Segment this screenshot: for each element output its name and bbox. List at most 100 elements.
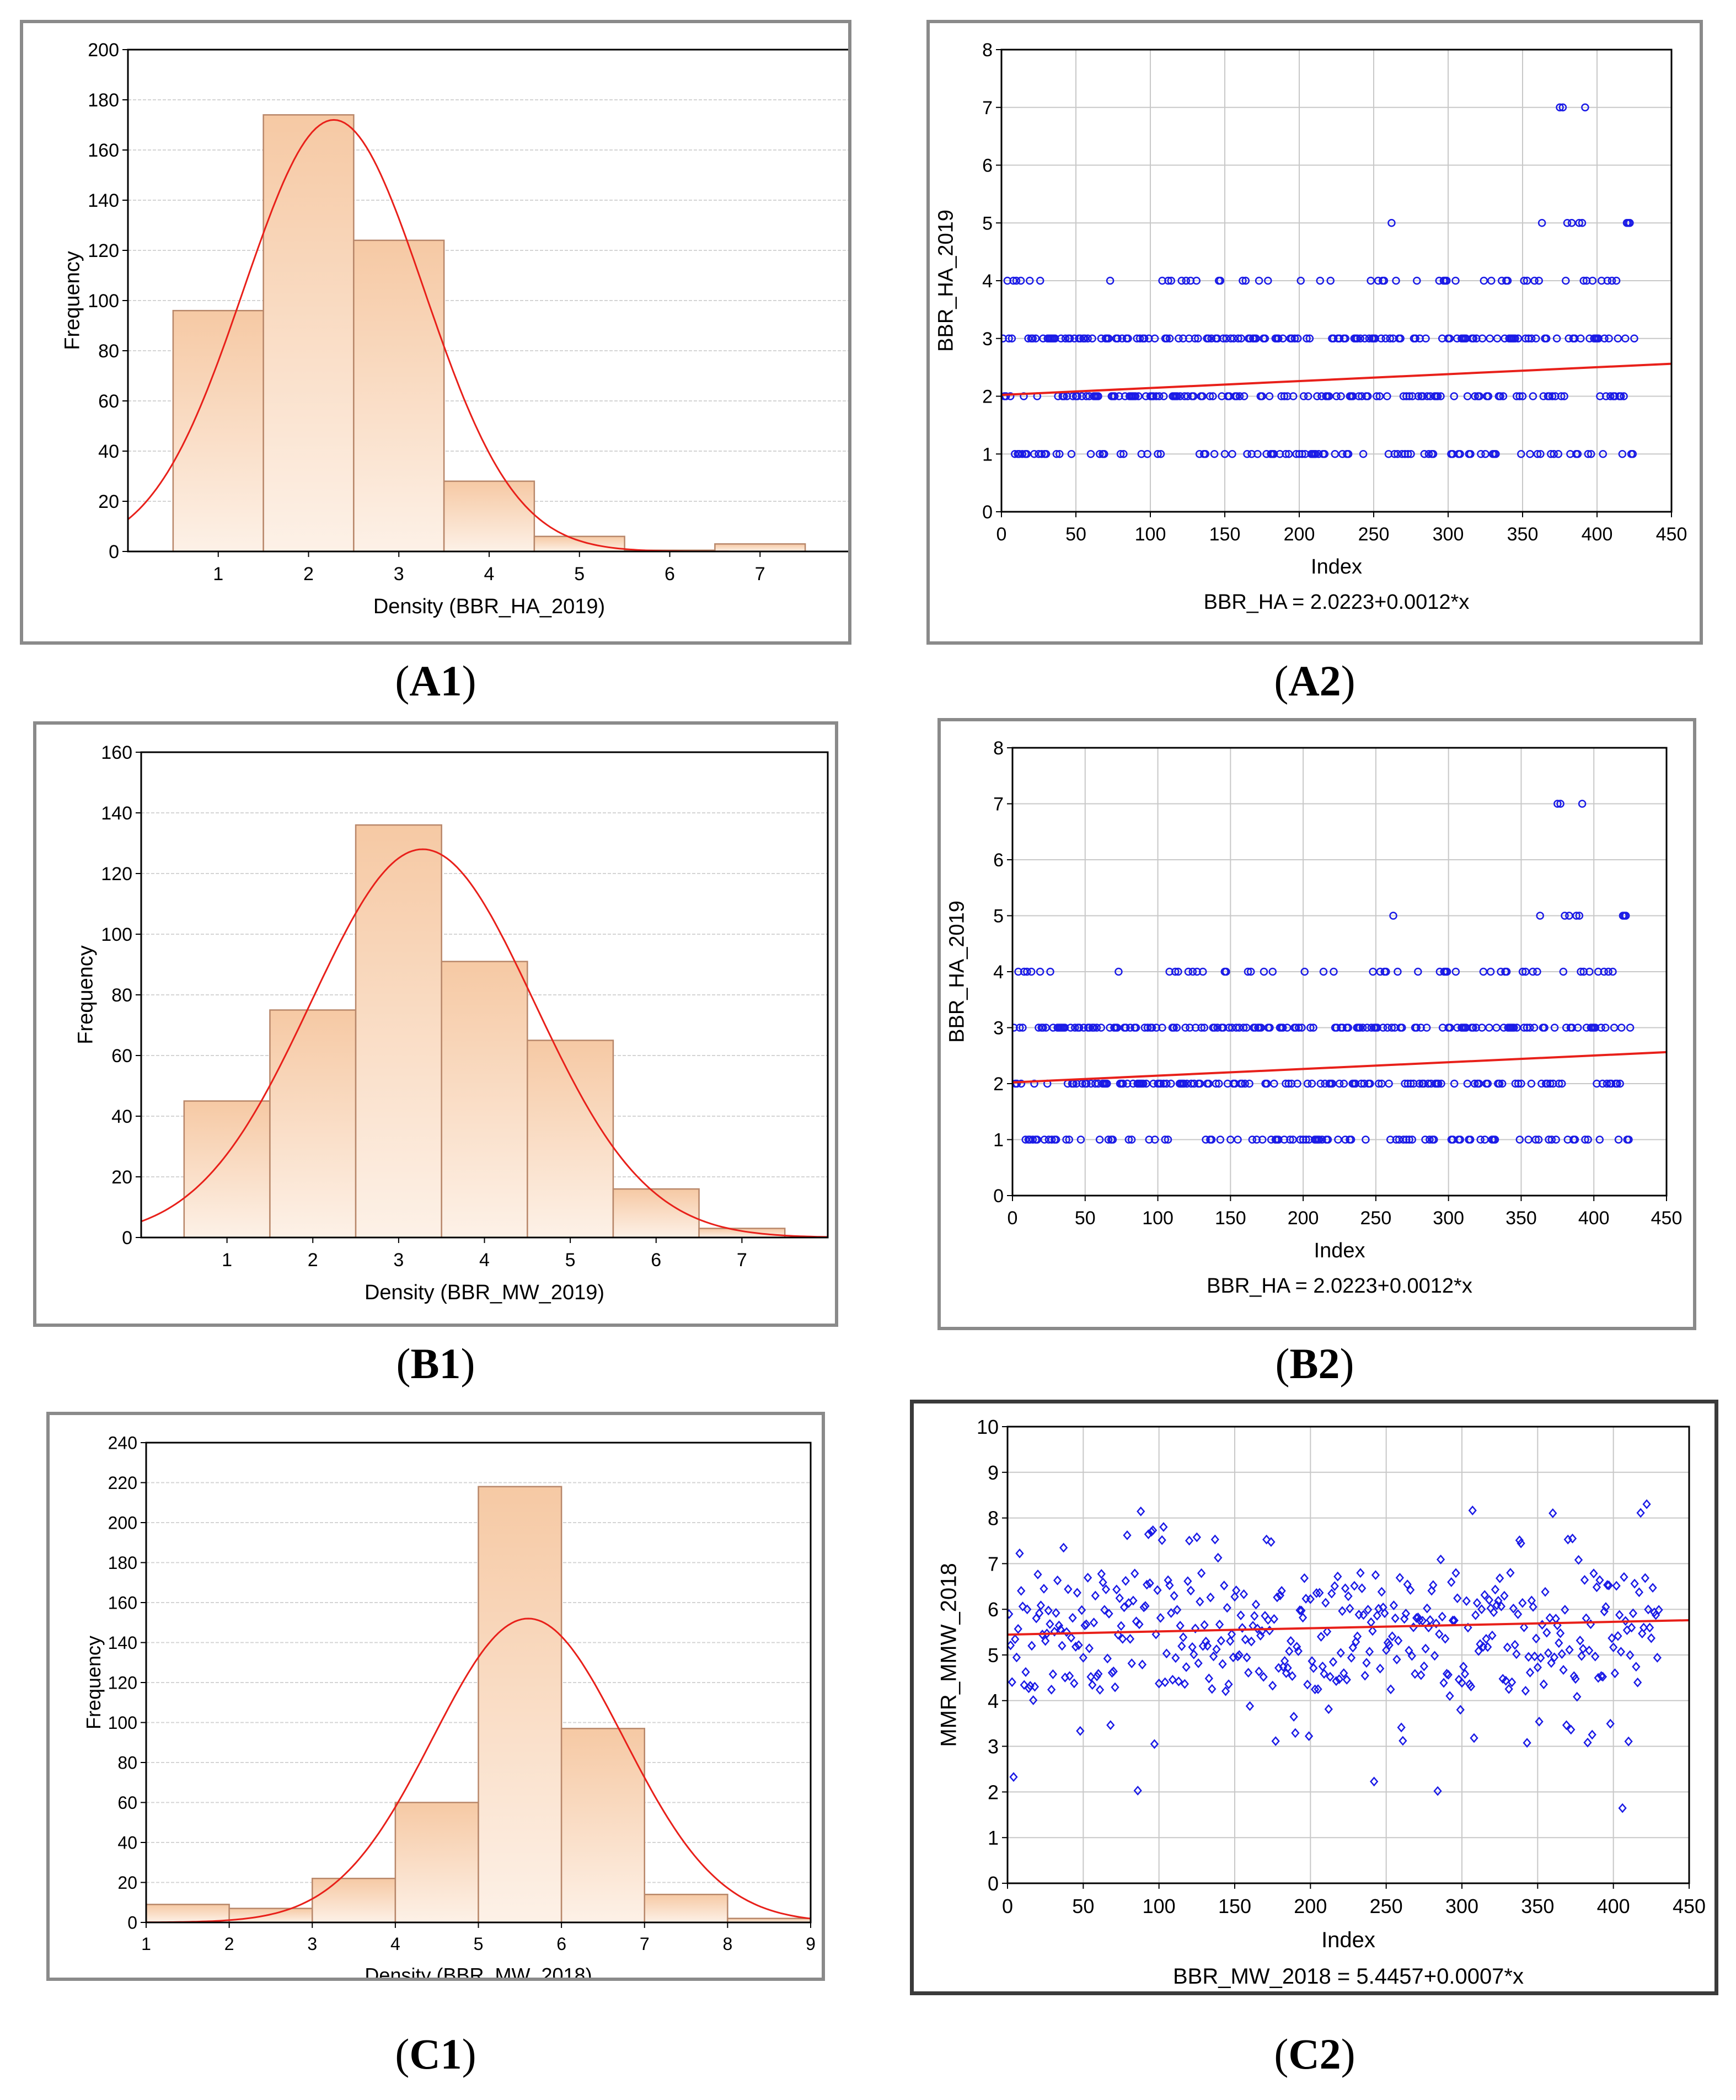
data-point [1159, 1522, 1168, 1532]
data-point [1518, 392, 1527, 400]
data-point [1451, 967, 1460, 976]
data-point [1389, 1600, 1399, 1610]
y-tick-label: 1 [988, 1826, 999, 1849]
data-point [1318, 1661, 1327, 1672]
data-point [1215, 1619, 1224, 1630]
data-point [1391, 1613, 1400, 1624]
data-point [1067, 1632, 1076, 1643]
data-point [1524, 1652, 1533, 1662]
x-tick-label: 50 [1075, 1208, 1096, 1229]
data-point [1086, 1672, 1095, 1682]
data-point [1414, 967, 1422, 976]
data-point [1223, 1603, 1231, 1613]
data-point [1261, 334, 1269, 342]
data-point [1204, 334, 1213, 342]
data-point [1609, 967, 1617, 976]
data-point [1247, 1636, 1256, 1647]
x-tick-label: 350 [1521, 1895, 1554, 1917]
x-axis-label: Index [1314, 1239, 1365, 1262]
data-point [1630, 334, 1638, 342]
data-point [1347, 1653, 1356, 1663]
data-point [1410, 1079, 1418, 1088]
data-point [1009, 1772, 1018, 1782]
data-point [1124, 334, 1132, 342]
data-point [1514, 1079, 1523, 1088]
data-point [1080, 334, 1089, 342]
data-point [1523, 276, 1531, 285]
data-point [1539, 1679, 1548, 1690]
data-point [1618, 1803, 1627, 1813]
data-point [1217, 1636, 1225, 1646]
data-point [1161, 1677, 1170, 1688]
data-point [1162, 1648, 1171, 1659]
y-tick-label: 2 [988, 1781, 999, 1803]
data-point [1466, 1135, 1475, 1144]
data-point [1197, 1568, 1206, 1578]
data-point [1554, 450, 1563, 458]
data-point [1578, 800, 1587, 808]
data-point [1190, 1079, 1198, 1088]
data-point [1584, 1135, 1592, 1144]
y-tick-label: 0 [122, 1228, 132, 1249]
data-point [1291, 1728, 1300, 1738]
y-tick-label: 3 [982, 329, 993, 350]
y-tick-label: 0 [127, 1913, 137, 1933]
data-point [1560, 392, 1568, 400]
data-point [1496, 392, 1504, 400]
data-point [1014, 1624, 1022, 1634]
data-point [1389, 912, 1397, 920]
data-point [1265, 1625, 1274, 1636]
data-point [1379, 1024, 1387, 1032]
data-point [1082, 392, 1091, 400]
data-point [1387, 1024, 1396, 1032]
data-point [1108, 1135, 1117, 1144]
data-point [1119, 1079, 1127, 1088]
data-point [1135, 1619, 1144, 1630]
data-point [1028, 334, 1037, 342]
data-point [1450, 1079, 1459, 1088]
data-point [1593, 1079, 1601, 1088]
data-point [1042, 1628, 1052, 1638]
x-tick-label: 250 [1360, 1208, 1392, 1229]
data-point [1117, 1621, 1126, 1631]
data-point [1052, 1608, 1060, 1618]
data-point [1332, 1676, 1341, 1686]
data-point [1628, 450, 1637, 458]
y-tick-label: 80 [111, 985, 132, 1006]
data-point [1094, 392, 1102, 400]
data-point [1153, 1585, 1162, 1595]
histogram-bar [441, 961, 528, 1239]
x-tick-label: 8 [722, 1934, 732, 1954]
data-point [1173, 392, 1181, 400]
histogram-bar [262, 114, 355, 553]
data-point [1358, 1024, 1367, 1032]
data-point [1603, 276, 1612, 285]
y-axis-label: Frequency [61, 251, 84, 350]
x-axis-label: Density (BBR_MW_2018) [365, 1964, 592, 1978]
data-point [1311, 450, 1320, 458]
data-point [1100, 450, 1108, 458]
data-point [1292, 1642, 1301, 1652]
data-point [1375, 392, 1384, 400]
data-point [1584, 450, 1593, 458]
data-point [1562, 1024, 1571, 1032]
data-point [1607, 1079, 1616, 1088]
data-point [1347, 1135, 1355, 1144]
y-tick-label: 180 [108, 1553, 137, 1573]
x-tick-label: 200 [1294, 1895, 1327, 1917]
data-point [1209, 392, 1217, 400]
y-tick-label: 2 [993, 1074, 1004, 1095]
data-point [1303, 334, 1311, 342]
data-point [1443, 276, 1451, 285]
data-point [1152, 1024, 1161, 1032]
data-point [1529, 392, 1537, 400]
data-point [1521, 1686, 1530, 1696]
y-tick-label: 120 [108, 1673, 137, 1693]
data-point [1386, 1135, 1395, 1144]
x-tick-label: 6 [665, 564, 675, 585]
data-point [1235, 1650, 1244, 1660]
data-point [1095, 1135, 1104, 1144]
data-point [1263, 1615, 1273, 1625]
y-tick-label: 40 [117, 1833, 137, 1853]
data-point [1312, 1588, 1321, 1598]
